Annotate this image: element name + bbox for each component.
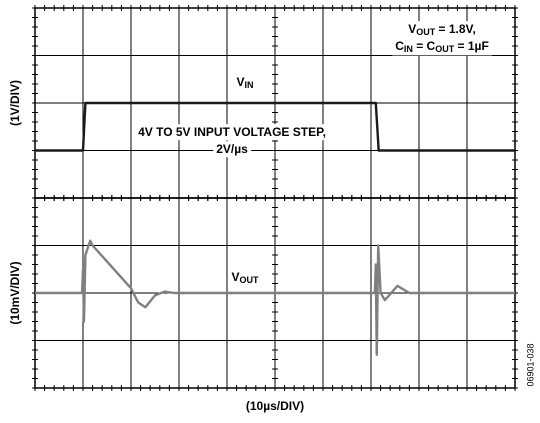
figure-code: 06901-038 <box>525 343 535 386</box>
subscript: OUT <box>416 27 436 37</box>
annotation-text: V <box>231 270 239 284</box>
annotation-text: C <box>395 39 404 53</box>
annotation-text: V <box>408 22 416 36</box>
annotation-text: 2V/µs <box>216 142 248 156</box>
trace <box>35 101 515 152</box>
annotation: VIN <box>236 75 253 90</box>
annotation: VOUT = 1.8V, <box>408 22 476 37</box>
subscript: OUT <box>240 275 260 285</box>
subscript: IN <box>404 44 413 54</box>
trace <box>35 239 515 356</box>
annotation-text: = 1.8V, <box>435 22 476 36</box>
x-axis-label: (10µs/DIV) <box>246 399 304 413</box>
annotation: VOUT <box>231 270 259 285</box>
y-axis-label: (1V/DIV) <box>8 80 22 126</box>
label-background <box>135 124 329 141</box>
label-backgrounds <box>135 21 492 287</box>
label-background <box>228 269 263 287</box>
annotation-text: = C <box>413 39 436 53</box>
traces <box>35 101 515 356</box>
subscript: IN <box>245 80 254 90</box>
label-background <box>405 21 479 39</box>
label-background <box>213 141 252 158</box>
annotation-text: = 1µF <box>454 39 489 53</box>
label-background <box>392 38 492 56</box>
label-background <box>233 74 257 92</box>
y-axis-label: (10mV/DIV) <box>8 261 22 324</box>
subscript: OUT <box>435 44 455 54</box>
annotation: 4V TO 5V INPUT VOLTAGE STEP, <box>138 125 326 139</box>
annotation-text: 4V TO 5V INPUT VOLTAGE STEP, <box>138 125 326 139</box>
annotation: 2V/µs <box>216 142 248 156</box>
annotation-text: V <box>236 75 244 89</box>
annotation: CIN = COUT = 1µF <box>395 39 489 54</box>
